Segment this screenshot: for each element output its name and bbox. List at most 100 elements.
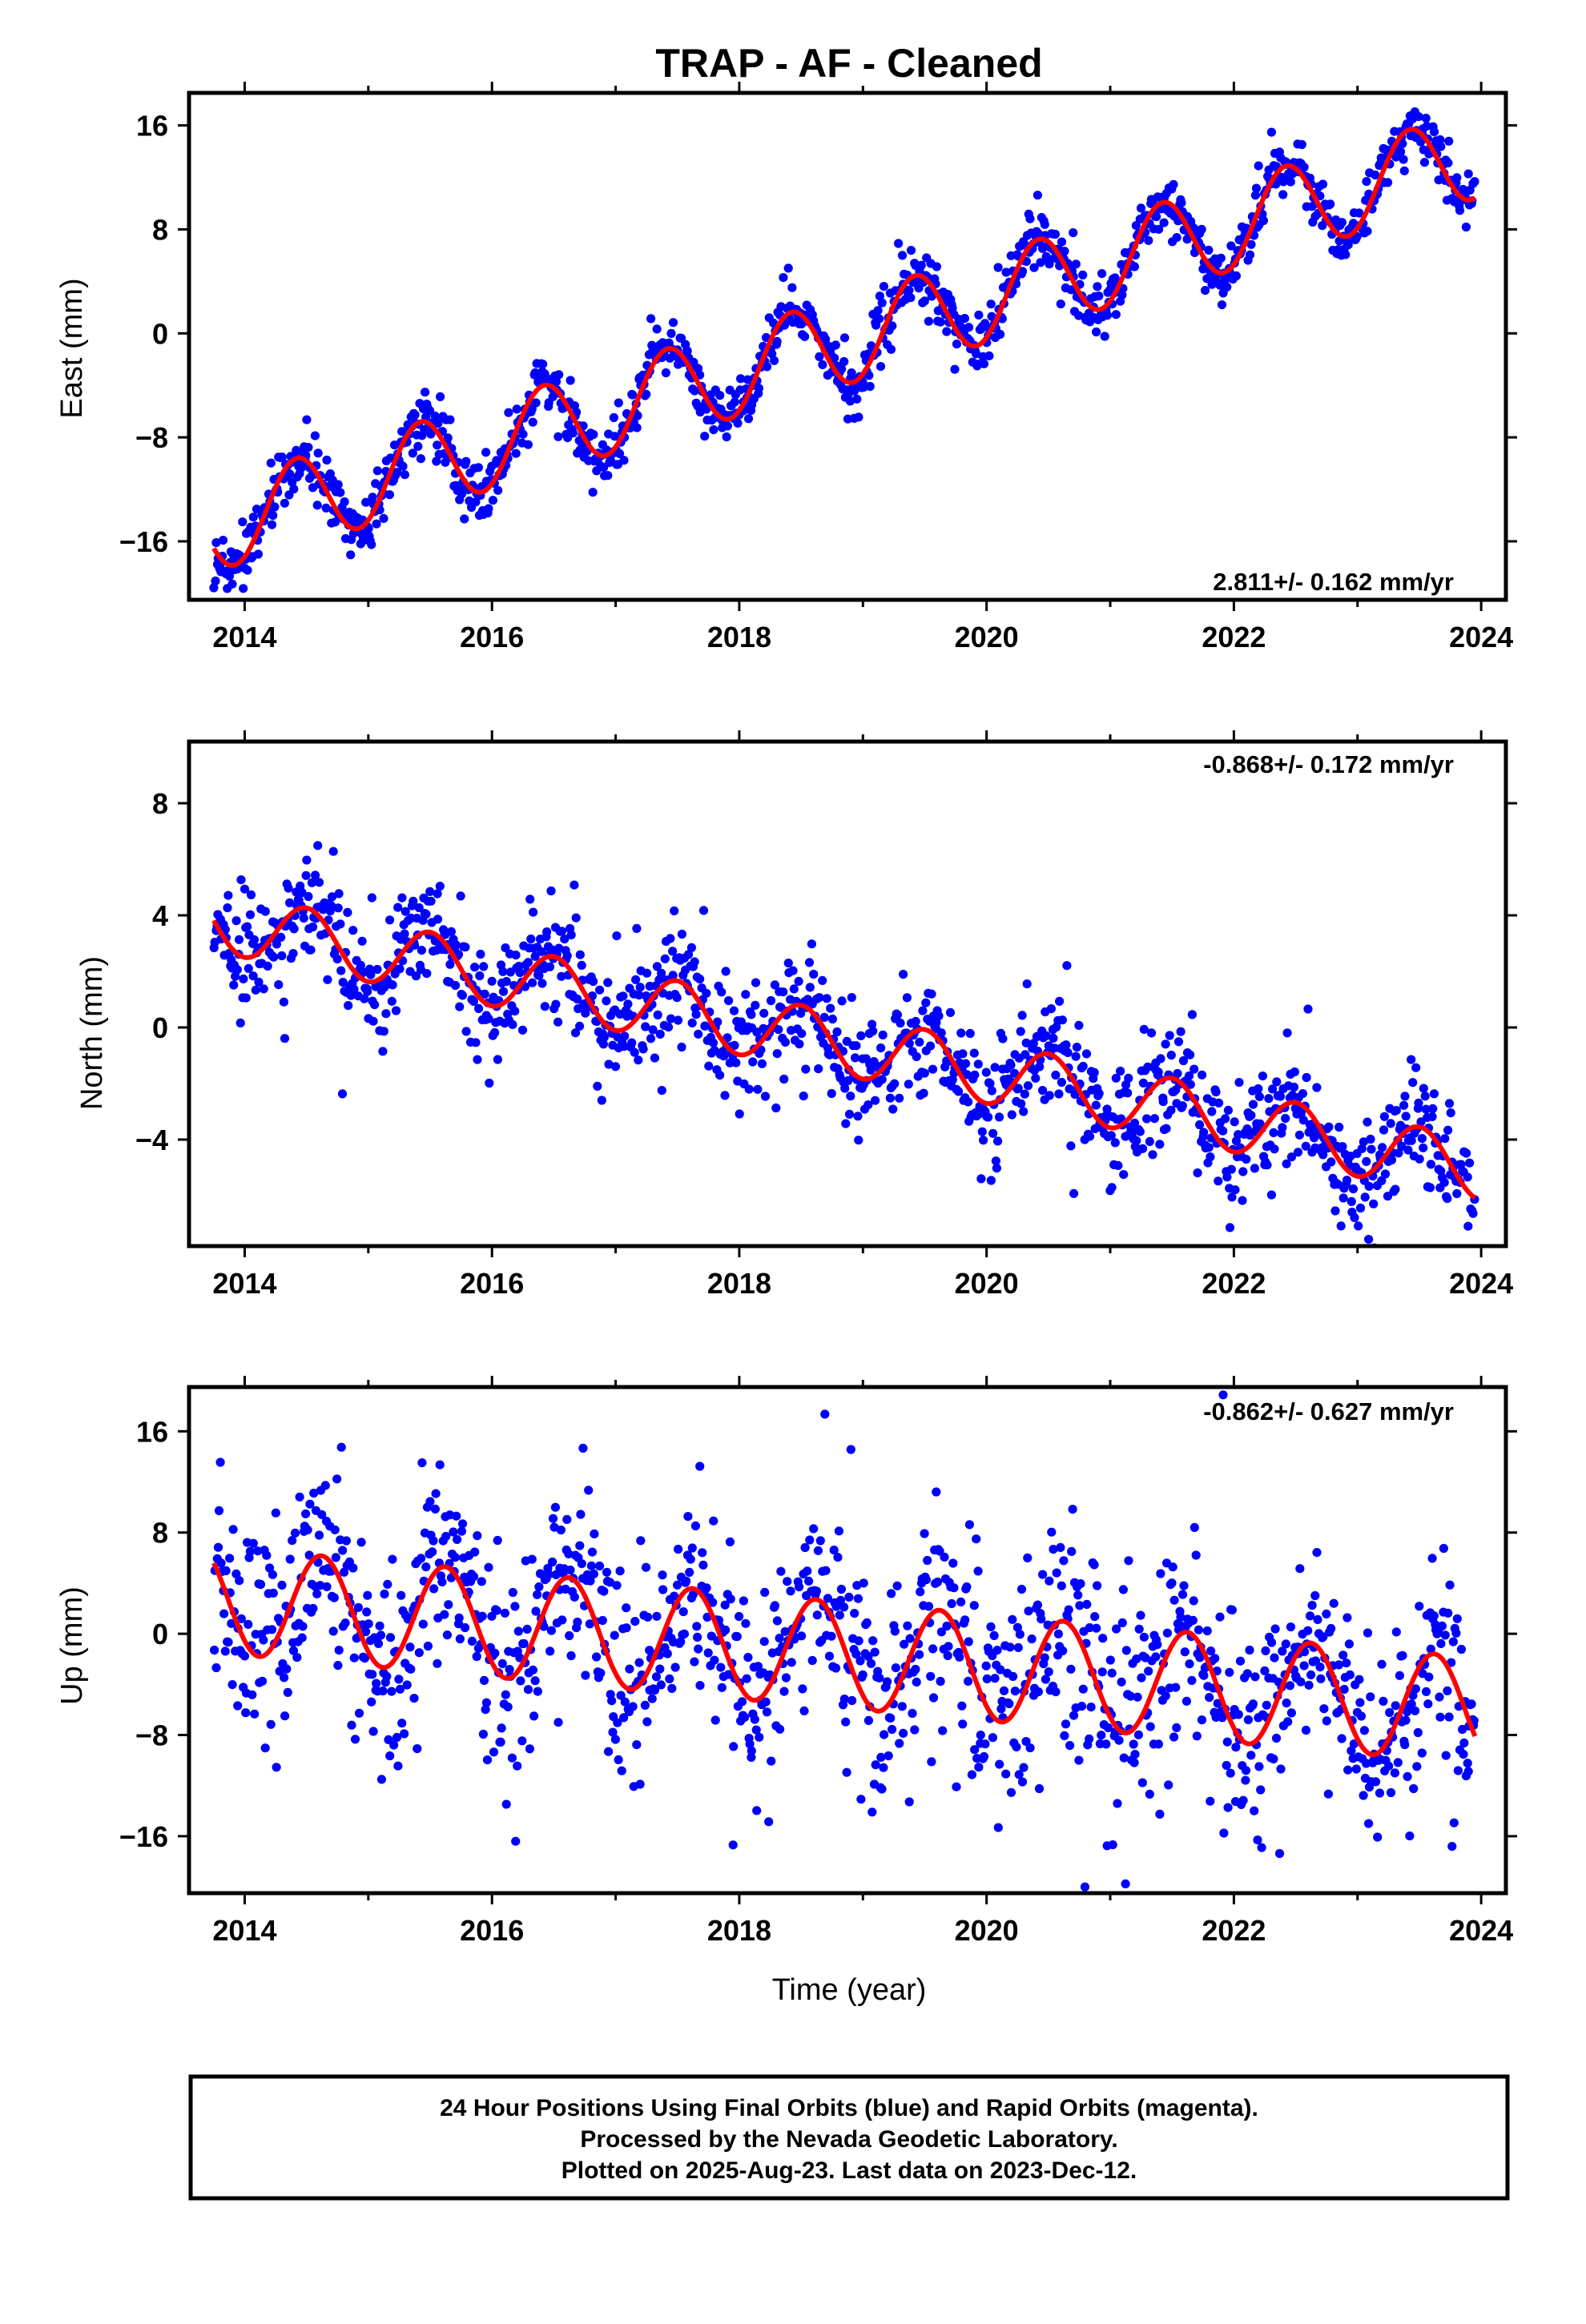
- data-point: [231, 916, 241, 926]
- data-point: [965, 1028, 975, 1039]
- data-point: [340, 1618, 350, 1628]
- data-point: [1355, 1675, 1364, 1684]
- data-point: [214, 1506, 224, 1515]
- data-point: [219, 1609, 229, 1618]
- data-point: [1059, 1556, 1069, 1566]
- data-point: [969, 1601, 979, 1610]
- data-point: [298, 1622, 308, 1631]
- data-point: [693, 1632, 702, 1642]
- data-point: [839, 356, 849, 367]
- data-point: [1310, 1590, 1320, 1601]
- data-point: [992, 1164, 1001, 1173]
- data-point: [829, 1546, 839, 1555]
- data-point: [841, 1717, 851, 1727]
- data-point: [691, 1010, 701, 1019]
- data-point: [839, 333, 850, 343]
- data-point: [800, 1542, 810, 1553]
- data-point: [1173, 1037, 1184, 1047]
- data-point: [598, 1615, 607, 1626]
- data-point: [433, 440, 442, 450]
- north-plot-frame: [187, 739, 1508, 1248]
- data-point: [575, 950, 585, 959]
- data-point: [602, 996, 611, 1006]
- data-point: [1145, 1789, 1154, 1799]
- data-point: [804, 958, 815, 967]
- data-point: [1177, 1101, 1187, 1111]
- data-point: [1168, 1562, 1177, 1572]
- data-point: [1401, 1112, 1411, 1121]
- data-point: [988, 1733, 997, 1743]
- north-points: [209, 841, 1479, 1246]
- data-point: [1198, 1070, 1207, 1080]
- data-point: [1379, 1112, 1389, 1121]
- data-point: [299, 913, 308, 923]
- data-point: [1045, 259, 1054, 269]
- data-point: [1069, 1188, 1079, 1198]
- data-point: [385, 1751, 395, 1761]
- data-point: [831, 340, 840, 350]
- data-point: [839, 1602, 849, 1612]
- data-point: [1399, 155, 1408, 164]
- data-point: [1056, 300, 1065, 309]
- data-point: [1013, 1084, 1023, 1093]
- data-point: [839, 1695, 849, 1704]
- data-point: [750, 1715, 759, 1724]
- data-point: [1468, 1208, 1478, 1218]
- data-point: [361, 1626, 371, 1637]
- data-point: [1153, 1640, 1162, 1650]
- data-point: [986, 1176, 996, 1185]
- data-point: [501, 976, 511, 987]
- data-point: [1206, 1796, 1215, 1806]
- data-point: [516, 1676, 525, 1686]
- data-point: [481, 1705, 490, 1715]
- data-point: [708, 1038, 719, 1047]
- data-point: [388, 1554, 397, 1564]
- data-point: [1129, 1739, 1138, 1749]
- data-point: [906, 246, 916, 255]
- data-point: [1452, 1188, 1462, 1199]
- data-point: [253, 549, 263, 559]
- data-point: [1004, 1699, 1014, 1709]
- data-point: [398, 461, 408, 471]
- data-point: [614, 398, 623, 408]
- data-point: [1130, 1750, 1140, 1759]
- data-point: [1266, 127, 1276, 137]
- data-point: [1444, 1712, 1454, 1722]
- data-point: [660, 954, 670, 963]
- data-point: [1169, 1595, 1179, 1605]
- data-point: [988, 1128, 998, 1138]
- data-point: [892, 1010, 903, 1019]
- data-point: [1222, 1760, 1231, 1771]
- data-point: [769, 356, 779, 365]
- data-point: [354, 1708, 364, 1718]
- data-point: [850, 386, 859, 396]
- data-point: [847, 1695, 857, 1706]
- data-point: [710, 1655, 719, 1665]
- data-point: [533, 1590, 542, 1599]
- data-point: [713, 1017, 723, 1027]
- data-point: [589, 429, 598, 440]
- data-point: [1118, 1585, 1128, 1594]
- data-point: [1383, 1192, 1393, 1201]
- data-point: [1089, 1560, 1099, 1570]
- data-point: [948, 1558, 958, 1568]
- data-point: [926, 1671, 936, 1681]
- data-point: [733, 418, 743, 428]
- data-point: [729, 1742, 739, 1751]
- data-point: [364, 1619, 373, 1629]
- data-point: [1342, 1659, 1351, 1668]
- data-point: [1366, 1134, 1375, 1144]
- data-point: [409, 896, 418, 906]
- data-point: [1375, 1788, 1385, 1798]
- data-point: [1323, 1789, 1333, 1799]
- data-point: [1319, 1704, 1329, 1714]
- data-point: [1201, 286, 1210, 296]
- data-point: [382, 1671, 392, 1681]
- data-point: [878, 1030, 888, 1039]
- data-point: [670, 906, 679, 915]
- data-point: [1463, 169, 1473, 179]
- data-point: [472, 1651, 481, 1662]
- data-point: [436, 392, 445, 401]
- data-point: [1414, 112, 1423, 122]
- data-point: [832, 1027, 842, 1037]
